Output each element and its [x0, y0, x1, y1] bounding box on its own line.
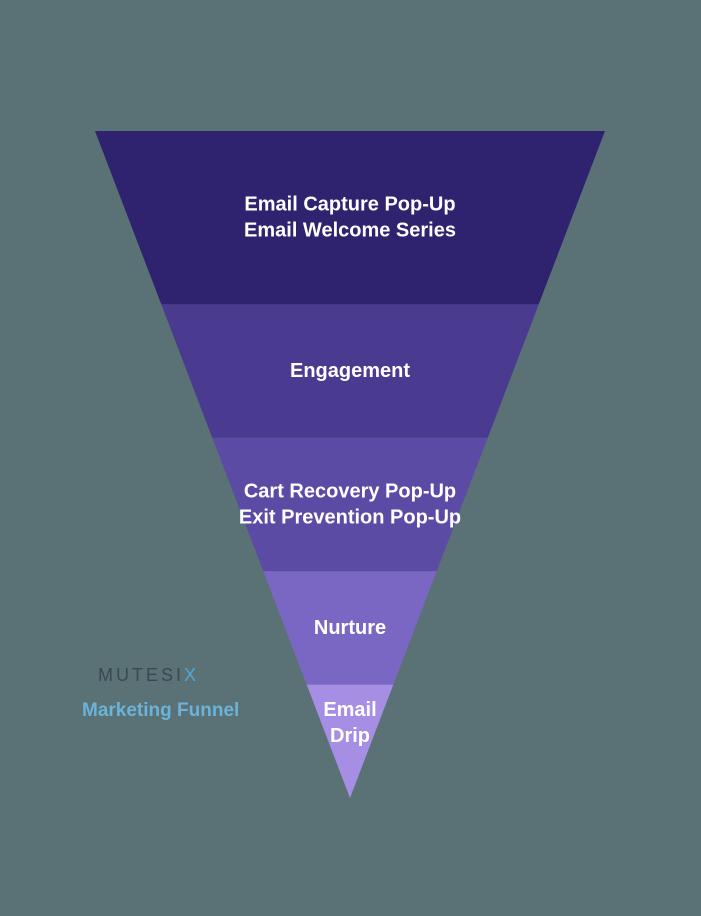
- brand-main: MUTESI: [98, 665, 184, 685]
- funnel-stage-3-label: Nurture: [314, 617, 386, 639]
- funnel-stage-2-label: Cart Recovery Pop-Up: [244, 481, 456, 503]
- funnel-stage-1-label: Engagement: [290, 360, 410, 382]
- funnel-stage-2: [212, 438, 487, 571]
- funnel-caption: Marketing Funnel: [82, 700, 239, 722]
- funnel-stage-2-label: Exit Prevention Pop-Up: [239, 507, 461, 529]
- funnel-stage-0-label: Email Capture Pop-Up: [244, 194, 455, 216]
- funnel-stage-4-label: Drip: [330, 725, 370, 747]
- funnel-stage-0: [95, 131, 605, 304]
- funnel-diagram: Email Capture Pop-Up Email Welcome Series…: [0, 0, 701, 916]
- funnel-stage-4-label: Email: [323, 699, 376, 721]
- brand-accent: X: [184, 665, 199, 685]
- funnel-stage-0-label: Email Welcome Series: [244, 220, 456, 242]
- brand-logo: MUTESIX: [98, 665, 199, 686]
